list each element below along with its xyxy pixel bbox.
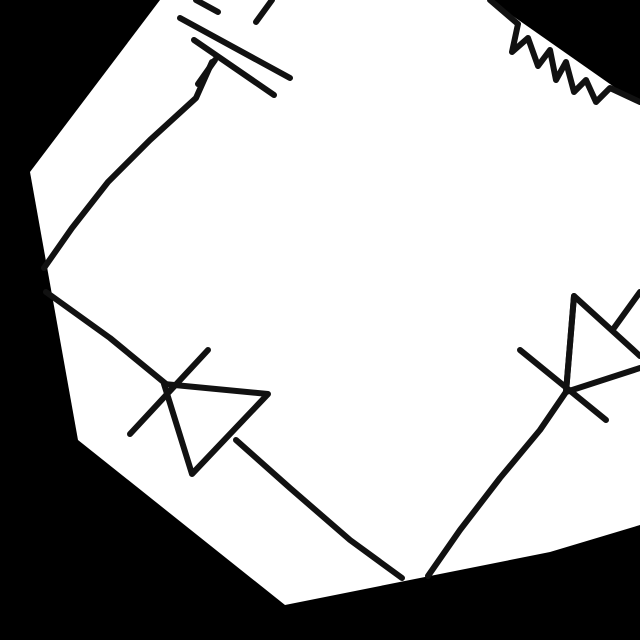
ink-layer: [41, 0, 640, 581]
paper-sheet: [30, 0, 640, 605]
wire-left-corner-to-left-diode: [43, 289, 169, 387]
resistor: [487, 0, 640, 105]
wire-capacitor-to-left-corner: [41, 59, 215, 271]
diode-right: [517, 293, 640, 423]
wire-right-diode-to-bottom-node: [425, 389, 569, 579]
diode-right-bar: [517, 347, 609, 423]
wire-left-diode-to-bottom-node: [233, 437, 405, 581]
diode-left-triangle: [161, 381, 271, 477]
diode-left: [127, 347, 271, 477]
wire-right-diode-to-right-edge: [611, 289, 640, 331]
